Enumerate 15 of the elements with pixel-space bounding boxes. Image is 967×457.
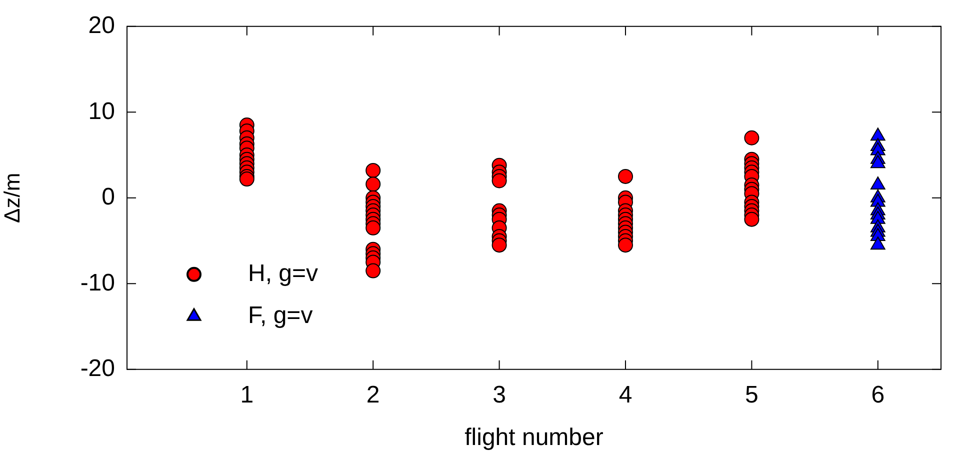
x-tick-label: 1: [240, 381, 254, 408]
x-tick-label: 5: [745, 381, 758, 408]
y-tick-label: -20: [80, 355, 115, 382]
y-tick-label: 0: [102, 184, 115, 211]
x-axis-title: flight number: [464, 424, 604, 452]
legend-label: F, g=v: [248, 302, 313, 330]
x-tick-label: 4: [618, 381, 632, 408]
x-tick-label: 2: [366, 381, 380, 408]
y-axis-title: Δz/m: [0, 172, 24, 223]
legend-label: H, g=v: [248, 260, 318, 288]
y-tick-label: 10: [88, 98, 115, 125]
y-tick-label: -10: [80, 269, 115, 296]
y-tick-label: 20: [88, 12, 115, 40]
x-tick-label: 3: [492, 381, 506, 408]
x-tick-label: 6: [871, 381, 885, 408]
